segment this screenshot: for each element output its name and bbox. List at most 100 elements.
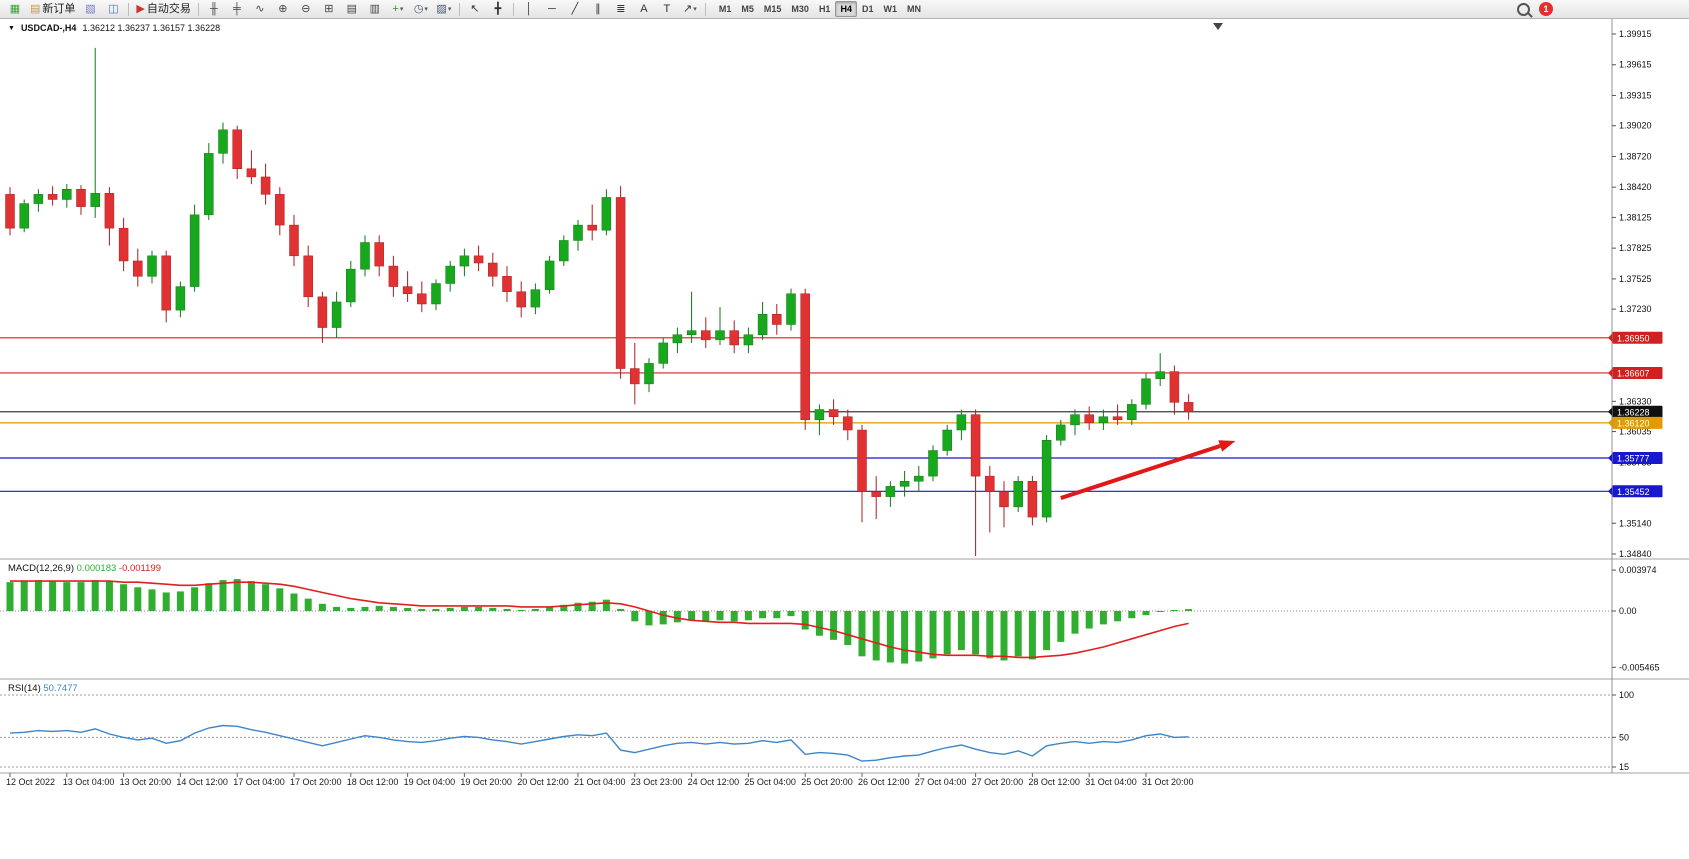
timeframe-m15[interactable]: M15	[763, 4, 782, 14]
timeframe-m5[interactable]: M5	[741, 4, 754, 14]
chart-shift-marker[interactable]	[1213, 23, 1223, 30]
macd-histogram-bar	[801, 611, 809, 630]
zoom-out-icon[interactable]: ⊖	[295, 0, 317, 18]
candle-body	[246, 168, 257, 178]
crosshair-icon: ╋	[494, 2, 502, 15]
line-chart-type-icon[interactable]: ∿	[249, 0, 271, 18]
arrange-windows-icon[interactable]: ▤	[341, 0, 363, 18]
periods-icon[interactable]: ◷ ▾	[410, 0, 432, 18]
macd-histogram-bar	[347, 607, 355, 611]
price-tick-label: 1.39315	[1619, 90, 1652, 100]
candle-body	[544, 260, 555, 290]
timeframe-mn[interactable]: MN	[906, 4, 921, 14]
chart-profiles-icon: ▧	[85, 2, 96, 15]
price-tick-label: 1.38420	[1619, 182, 1652, 192]
cascade-windows-icon[interactable]: ▥	[364, 0, 386, 18]
chart-profiles-icon[interactable]: ▧	[79, 0, 101, 18]
support-upper-line-badge-label: 1.35777	[1617, 453, 1650, 463]
vertical-line-icon[interactable]: │	[518, 0, 540, 18]
timeframe-m1[interactable]: M1	[718, 4, 732, 14]
cursor-icon[interactable]: ↖	[464, 0, 486, 18]
notification-badge[interactable]: 1	[1539, 2, 1553, 16]
timeframe-d1[interactable]: D1	[861, 4, 874, 14]
horizontal-line-icon: ─	[547, 2, 556, 15]
macd-histogram-bar	[588, 601, 596, 611]
market-watch-icon[interactable]: ◫	[102, 0, 124, 18]
macd-histogram-bar	[318, 603, 326, 611]
candle-body	[757, 313, 768, 335]
trend-arrow-annotation[interactable]	[1060, 440, 1236, 500]
macd-histogram-bar	[432, 608, 440, 611]
arrows-icon-dropdown[interactable]: ▾	[693, 5, 697, 13]
timeframe-m30[interactable]: M30	[791, 4, 809, 14]
periods-icon-dropdown[interactable]: ▾	[424, 5, 428, 13]
macd-histogram-bar	[63, 582, 71, 611]
horizontal-line-icon[interactable]: ─	[541, 0, 563, 18]
tile-windows-icon[interactable]: ⊞	[318, 0, 340, 18]
candle-body	[459, 255, 470, 267]
macd-histogram-bar	[34, 580, 42, 611]
channel-icon[interactable]: ∥	[587, 0, 609, 18]
fibonacci-icon[interactable]: ≣	[610, 0, 632, 18]
resistance-lower-line-badge	[1612, 366, 1663, 379]
macd-histogram-bar	[716, 611, 724, 621]
text-icon[interactable]: A	[633, 0, 655, 18]
timeframe-h4[interactable]: H4	[835, 1, 857, 17]
candle-body	[942, 429, 952, 451]
macd-histogram-bar	[375, 605, 383, 611]
timeframe-w1[interactable]: W1	[883, 4, 897, 14]
crosshair-icon[interactable]: ╋	[487, 0, 509, 18]
add-indicator-icon-dropdown[interactable]: ▾	[399, 5, 404, 13]
text-label-icon[interactable]: T	[656, 0, 678, 18]
candle-body	[630, 368, 640, 385]
candlestick-series	[5, 47, 1194, 557]
text-icon: A	[640, 2, 648, 15]
candle-body	[871, 491, 881, 497]
chart-area[interactable]: 1.39915 1.39615 1.39315 1.39020 1.38720 1.384…	[0, 19, 1689, 859]
resistance-upper-line-badge-notch	[1608, 333, 1612, 342]
time-tick-label: 18 Oct 12:00	[347, 777, 399, 787]
candlestick-chart-type-icon[interactable]: ╪	[226, 0, 248, 18]
bar-chart-type-icon[interactable]: ╫	[203, 0, 225, 18]
add-indicator-icon[interactable]: + ▾	[387, 0, 409, 18]
macd-histogram-bar	[49, 581, 57, 611]
time-tick-label: 25 Oct 04:00	[744, 777, 796, 787]
macd-histogram-bar	[1071, 611, 1079, 634]
time-tick-label: 24 Oct 12:00	[688, 777, 740, 787]
chart-title-bar: ▼ USDCAD-,H4 1.36212 1.36237 1.36157 1.3…	[8, 23, 220, 33]
time-axis[interactable]: 12 Oct 2022 13 Oct 04:00 13 Oct 20:00 14 Oc…	[6, 773, 1194, 787]
search-icon[interactable]	[1517, 2, 1530, 16]
arrows-icon[interactable]: ↗ ▾	[679, 0, 701, 18]
templates-icon[interactable]: ▨ ▾	[433, 0, 455, 18]
candle-body	[857, 429, 867, 492]
macd-histogram-bar	[489, 607, 497, 611]
macd-indicator-label: MACD(12,26,9) 0.000183 -0.001199	[8, 563, 161, 574]
price-axis[interactable]: 1.39915 1.39615 1.39315 1.39020 1.38720 1.384…	[1611, 19, 1652, 773]
candle-body	[374, 242, 384, 267]
time-tick-label: 19 Oct 20:00	[460, 777, 512, 787]
candle-body	[161, 255, 171, 311]
macd-histogram-bar	[744, 611, 752, 621]
macd-histogram-bar	[1057, 611, 1065, 642]
zoom-in-icon: ⊕	[278, 2, 288, 15]
candle-body	[601, 197, 612, 231]
time-tick-label: 31 Oct 04:00	[1085, 777, 1137, 787]
trendline-icon[interactable]: ╱	[564, 0, 586, 18]
candle-body	[488, 262, 498, 277]
candle-body	[1155, 371, 1165, 380]
candle-body	[587, 224, 597, 231]
macd-histogram-bar	[304, 598, 312, 611]
new-chart-icon[interactable]: ▦	[4, 0, 26, 18]
new-order-button[interactable]: ▤ 新订单	[27, 0, 78, 18]
arrows-icon: ↗	[683, 2, 693, 15]
zoom-in-icon[interactable]: ⊕	[272, 0, 294, 18]
templates-icon-dropdown[interactable]: ▾	[447, 5, 452, 13]
candle-body	[1013, 481, 1023, 508]
candle-body	[402, 286, 413, 294]
auto-trading-button[interactable]: ▶ 自动交易	[133, 0, 193, 18]
macd-histogram-bar	[361, 606, 369, 611]
macd-histogram-bar	[844, 611, 852, 645]
timeframe-h1[interactable]: H1	[818, 4, 831, 14]
candle-body	[559, 240, 569, 262]
symbol-dropdown-icon[interactable]: ▼	[8, 24, 15, 32]
